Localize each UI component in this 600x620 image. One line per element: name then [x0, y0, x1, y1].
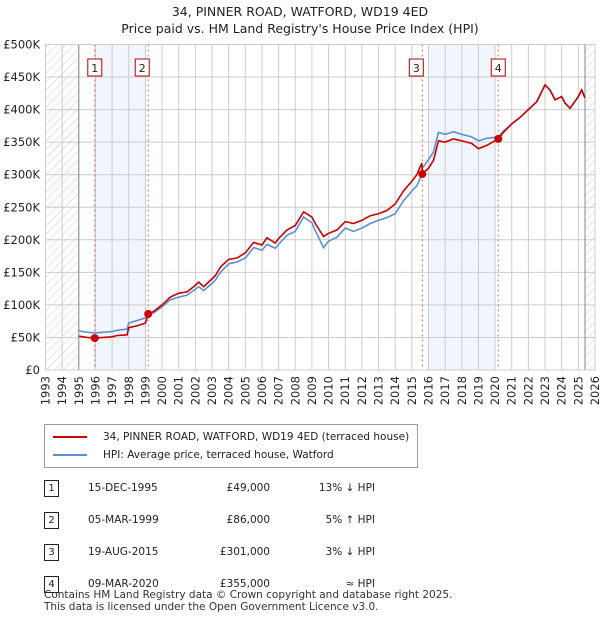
legend-hpi: HPI: Average price, terraced house, Watf…: [103, 449, 334, 461]
y-tick-label: £300K: [3, 168, 40, 182]
x-tick-label: 1994: [55, 376, 69, 405]
x-tick-label: 2011: [338, 376, 352, 405]
transaction-row: 4 09-MAR-2020 £355,000 ≈ HPI: [40, 568, 375, 600]
footer: Contains HM Land Registry data © Crown c…: [44, 589, 452, 613]
hpi-line: [78, 83, 586, 334]
x-tick-label: 2015: [405, 376, 419, 405]
x-tick-label: 2006: [255, 376, 269, 405]
chart-subtitle: Price paid vs. HM Land Registry's House …: [121, 21, 479, 36]
transaction-row: 2 05-MAR-1999 £86,000 5% ↑ HPI: [40, 504, 375, 536]
x-tick-label: 2001: [172, 376, 186, 405]
sale-point: [494, 134, 503, 143]
transaction-row: 3 19-AUG-2015 £301,000 3% ↓ HPI: [40, 536, 375, 568]
transaction-hpi: 5% ↑ HPI: [325, 514, 375, 526]
x-tick-label: 2016: [421, 376, 435, 405]
sale-point: [90, 334, 99, 343]
transaction-date: 15-DEC-1995: [88, 482, 158, 494]
chart-legend: 34, PINNER ROAD, WATFORD, WD19 4ED (terr…: [44, 424, 418, 468]
marker-box: [87, 58, 103, 77]
y-tick-label: £450K: [3, 70, 40, 84]
y-tick-label: £200K: [3, 233, 40, 247]
marker-label: 3: [413, 62, 420, 75]
y-tick-label: £400K: [3, 103, 40, 117]
x-tick-label: 2003: [205, 376, 219, 405]
x-tick-label: 2010: [322, 376, 336, 405]
transaction-number: 4: [44, 575, 59, 593]
x-tick-label: 2025: [571, 376, 585, 405]
transaction-number: 2: [44, 511, 59, 529]
x-tick-label: 2020: [488, 376, 502, 405]
transaction-price: £86,000: [226, 514, 270, 526]
x-tick-label: 1995: [72, 376, 86, 405]
x-tick-label: 2024: [555, 376, 569, 405]
y-tick-label: £250K: [3, 200, 40, 214]
x-tick-label: 1999: [138, 376, 152, 405]
y-tick-label: £0: [25, 363, 40, 377]
y-tick-label: £50K: [11, 330, 41, 344]
transaction-hpi: 13% ↓ HPI: [318, 482, 375, 494]
marker-box: [134, 58, 150, 77]
price-chart: 1993 1994 1995 1996 1997 1998 1999 2000 2001 2002…: [3, 38, 600, 406]
x-tick-label: 2012: [355, 376, 369, 405]
x-tick-label: 2000: [155, 376, 169, 405]
x-tick-label: 1997: [105, 376, 119, 405]
x-tick-label: 2018: [455, 376, 469, 405]
x-tick-label: 1998: [122, 376, 136, 405]
y-tick-label: £350K: [3, 135, 40, 149]
x-tick-label: 2002: [188, 376, 202, 405]
transaction-number: 3: [44, 543, 59, 561]
transaction-price: £301,000: [219, 546, 270, 558]
y-tick-label: £100K: [3, 298, 40, 312]
x-tick-label: 2019: [471, 376, 485, 405]
transaction-date: 19-AUG-2015: [88, 546, 159, 558]
transaction-price: £355,000: [219, 578, 270, 590]
transaction-price: £49,000: [226, 482, 270, 494]
y-tick-label: £500K: [3, 38, 40, 52]
transactions-table: 1 15-DEC-1995 £49,000 13% ↓ HPI 2 05-MAR-…: [40, 472, 375, 600]
transaction-hpi: 3% ↓ HPI: [325, 546, 375, 558]
property-line-swatch: [53, 436, 87, 438]
marker-box: [490, 58, 506, 77]
x-tick-label: 2023: [538, 376, 552, 405]
transaction-date: 09-MAR-2020: [88, 578, 159, 590]
x-tick-label: 2022: [521, 376, 535, 405]
sale-point: [418, 170, 427, 179]
transaction-date: 05-MAR-1999: [88, 514, 159, 526]
property-price-line: [78, 83, 586, 339]
sale-point: [144, 310, 153, 319]
x-tick-label: 1993: [39, 376, 53, 405]
legend-property: 34, PINNER ROAD, WATFORD, WD19 4ED (terr…: [103, 431, 410, 443]
x-tick-label: 1996: [88, 376, 102, 405]
x-tick-label: 2005: [238, 376, 252, 405]
chart-title: 34, PINNER ROAD, WATFORD, WD19 4ED: [171, 4, 429, 19]
footer-licence: This data is licensed under the Open Gov…: [44, 601, 379, 613]
marker-label: 1: [91, 62, 98, 75]
hpi-line-swatch: [53, 454, 87, 456]
transaction-row: 1 15-DEC-1995 £49,000 13% ↓ HPI: [40, 472, 375, 504]
x-tick-label: 2009: [305, 376, 319, 405]
x-tick-label: 2021: [505, 376, 519, 405]
x-tick-label: 2008: [288, 376, 302, 405]
marker-label: 2: [139, 62, 146, 75]
x-tick-label: 2014: [388, 376, 402, 405]
x-tick-label: 2013: [372, 376, 386, 405]
footer-copyright: Contains HM Land Registry data © Crown c…: [44, 589, 453, 601]
x-tick-label: 2007: [272, 376, 286, 405]
marker-box: [408, 58, 424, 77]
transaction-hpi: ≈ HPI: [345, 578, 375, 590]
x-tick-label: 2004: [222, 376, 236, 405]
x-tick-label: 2017: [438, 376, 452, 405]
x-tick-label: 2026: [588, 376, 600, 405]
marker-label: 4: [495, 62, 502, 75]
y-tick-label: £150K: [3, 265, 40, 279]
transaction-number: 1: [44, 479, 59, 497]
plot-frame: [45, 44, 596, 371]
